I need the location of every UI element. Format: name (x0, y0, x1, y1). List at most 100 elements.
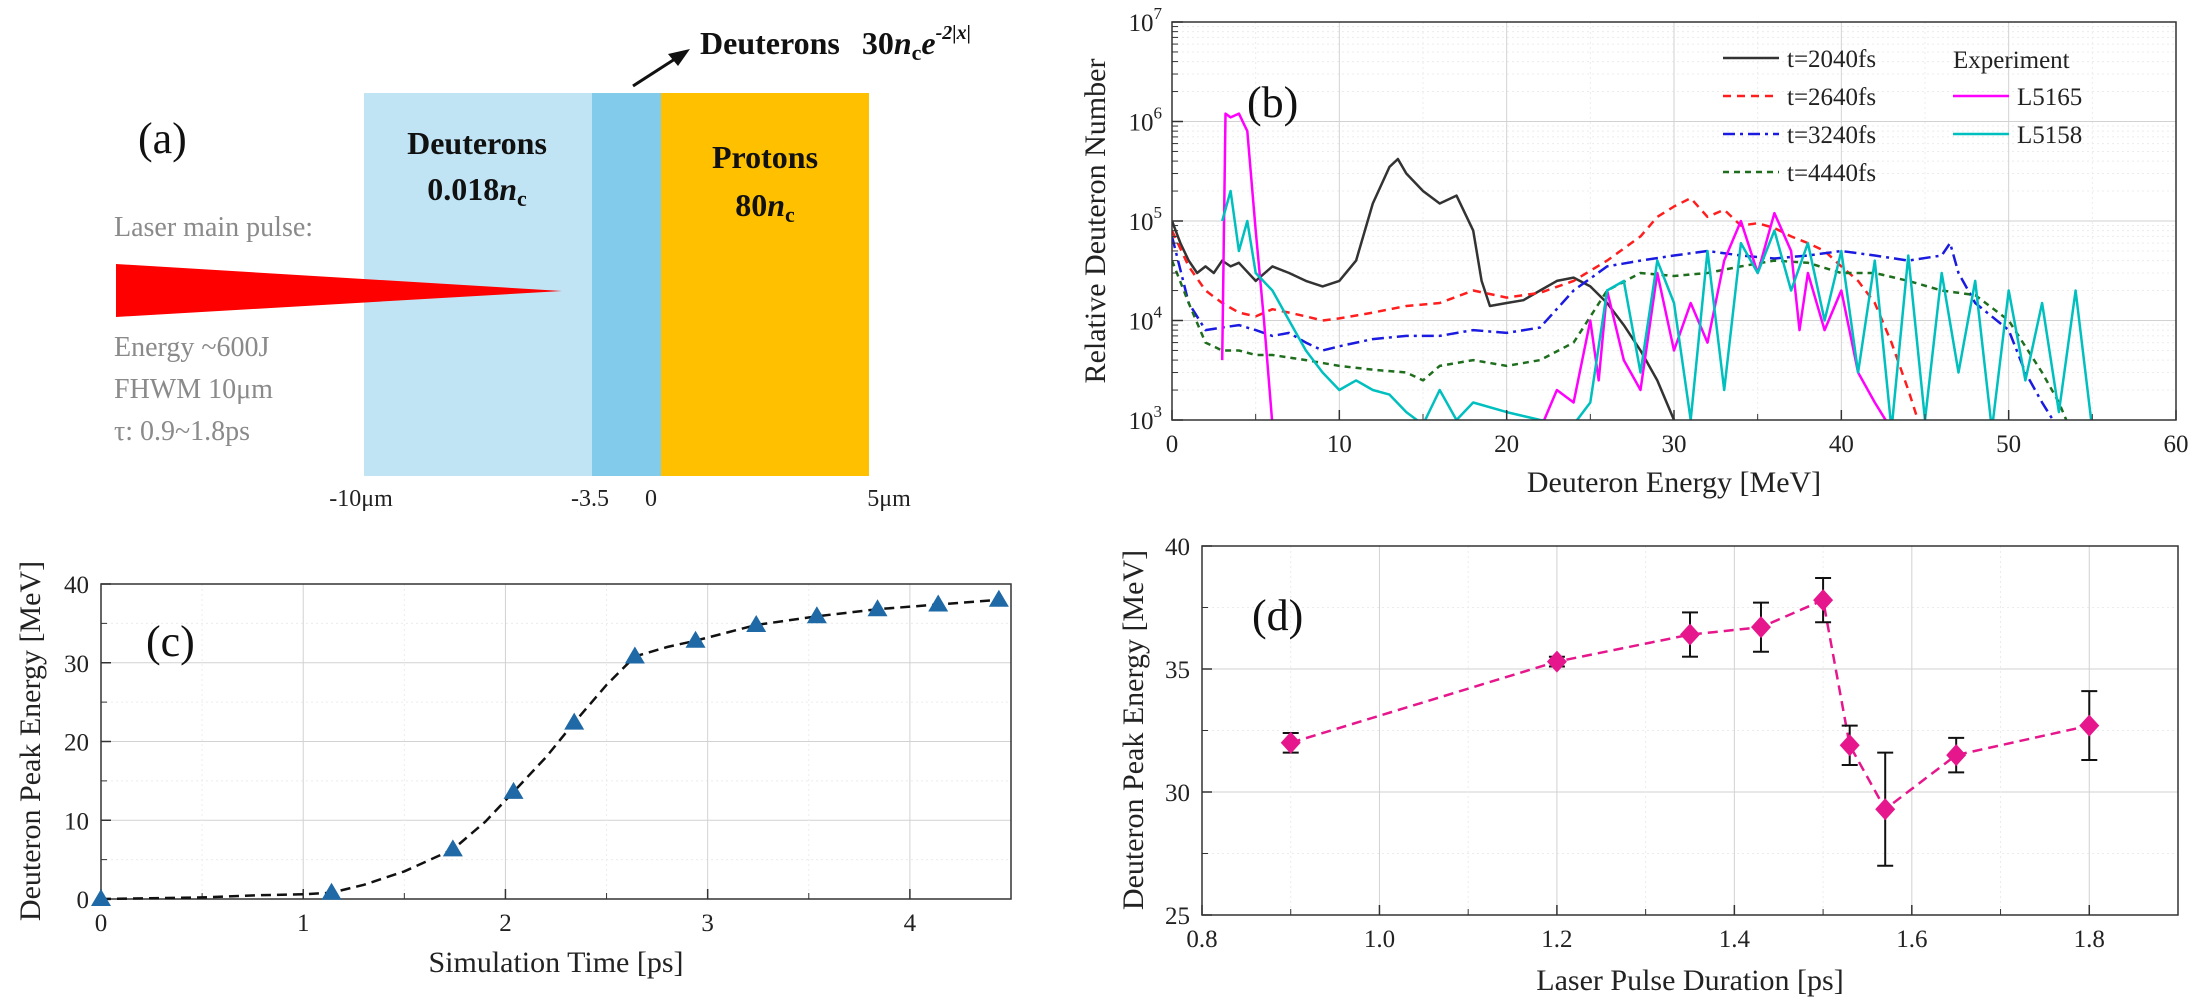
deuteron-region-density: 0.018nc (427, 171, 527, 211)
panel-d-ylabel: Deuteron Peak Energy [MeV] (1117, 550, 1150, 910)
panel-a-label: (a) (138, 114, 187, 163)
panel-b-y-tick-label: 106 (1129, 104, 1163, 137)
panel-c-y-tick-label: 30 (64, 651, 89, 678)
panel-c-data-point (867, 599, 888, 617)
panel-c-data-point (442, 839, 463, 857)
panel-c-x-tick-label: 4 (904, 910, 917, 937)
deuteron-density-formula: Deuterons 30nce-2|x| (700, 22, 971, 65)
panel-a-schematic: (a) Deuterons 30nce-2|x| Deuterons 0.018n… (114, 22, 971, 512)
panel-c-grid (100, 583, 1012, 900)
panel-d-label: (d) (1252, 591, 1303, 640)
panel-d-data-point (1875, 798, 1896, 821)
panel-c-label: (c) (146, 617, 195, 666)
proton-region-density: 80nc (735, 187, 795, 227)
panel-b-ticks: 103 104 105 106 107 0 10 20 30 40 50 60 (1129, 4, 2189, 458)
series-l5165 (1220, 112, 1888, 420)
laser-title: Laser main pulse: (114, 212, 313, 243)
panel-c-xlabel: Simulation Time [ps] (428, 946, 683, 979)
panel-c-data-point (988, 589, 1009, 607)
legend-label-t-2640fs: t=2640fs (1787, 84, 1876, 111)
series-t-4440fs (1172, 259, 2068, 420)
series-t-2640fs (1172, 196, 1920, 420)
panel-c-ylabel: Deuteron Peak Energy [MeV] (14, 561, 47, 921)
panel-b-x-tick-label: 30 (1662, 431, 1687, 458)
position-label-5: 5μm (867, 486, 911, 512)
panel-d-data-point (1750, 616, 1771, 639)
panel-c-fit-line (100, 598, 999, 901)
panel-b-label: (b) (1247, 78, 1298, 127)
position-label-zero: 0 (645, 486, 657, 512)
panel-b-y-tick-label: 104 (1129, 303, 1163, 336)
panel-d-ticks: 25 30 35 40 0.8 1.0 1.2 1.4 1.6 1.8 (1165, 534, 2105, 953)
panel-c-x-tick-label: 0 (95, 910, 108, 937)
panel-d-y-tick-label: 35 (1165, 657, 1190, 684)
panel-c-y-tick-label: 0 (77, 887, 90, 914)
panel-c-data-point (564, 712, 585, 730)
panel-b-grid (1171, 21, 2177, 421)
panel-b-x-tick-label: 20 (1494, 431, 1519, 458)
panel-d-x-tick-label: 1.8 (2074, 926, 2105, 953)
position-label-minus3p5: -3.5 (571, 486, 609, 512)
panel-c-ticks: 0 10 20 30 40 0 1 2 3 4 (64, 572, 1012, 937)
panel-c-data-point (685, 630, 706, 648)
proton-region (661, 93, 869, 476)
panel-b-series-group (1172, 112, 2093, 420)
legend-label-t-2040fs: t=2040fs (1787, 46, 1876, 73)
series-t-3240fs (1172, 236, 2055, 420)
panel-c-data-point (503, 781, 524, 799)
panel-c-data-point (746, 614, 767, 632)
panel-b-y-tick-label: 105 (1129, 203, 1163, 236)
legend-label-t-4440fs: t=4440fs (1787, 160, 1876, 187)
panel-d-data-point (1813, 589, 1834, 612)
panel-b-ylabel: Relative Deuteron Number (1079, 59, 1112, 384)
panel-c-y-tick-label: 10 (64, 808, 89, 835)
panel-c-x-tick-label: 3 (701, 910, 714, 937)
panel-d-series-group (1280, 576, 2100, 867)
panel-d-y-tick-label: 40 (1165, 534, 1190, 561)
panel-c-chart: 0 10 20 30 40 0 1 2 3 4 Simulation Time [ps] Deut… (14, 561, 1012, 979)
series-t-2040fs (1172, 157, 1676, 420)
panel-d-chart: 25 30 35 40 0.8 1.0 1.2 1.4 1.6 1.8 Laser Pulse D… (1117, 534, 2179, 997)
panel-c-data-point (624, 646, 645, 664)
panel-b-x-tick-label: 0 (1166, 431, 1179, 458)
formula-arrow-head (668, 49, 690, 66)
laser-spec-duration: τ: 0.9~1.8ps (114, 416, 250, 447)
panel-b-x-tick-label: 50 (1996, 431, 2021, 458)
panel-b-y-tick-label: 103 (1129, 402, 1163, 435)
panel-d-data-point (1280, 731, 1301, 754)
deuteron-region-title: Deuterons (407, 125, 547, 161)
panel-c-data-point (91, 889, 111, 906)
panel-d-y-tick-label: 30 (1165, 780, 1190, 807)
panel-b-legend: Experiment t=2040fs t=2640fs t=3240fs t=444… (1723, 46, 2082, 187)
panel-d-data-point (1680, 623, 1700, 646)
panel-d-x-tick-label: 1.2 (1541, 926, 1572, 953)
panel-d-x-tick-label: 1.0 (1364, 926, 1395, 953)
panel-c-data-point (806, 606, 827, 624)
panel-b-x-tick-label: 60 (2164, 431, 2189, 458)
panel-c-x-tick-label: 1 (297, 910, 310, 937)
panel-b-chart: 103 104 105 106 107 0 10 20 30 40 50 60 Deuteron En… (1079, 4, 2189, 499)
panel-c-series-group (91, 589, 1009, 906)
panel-c-y-tick-label: 20 (64, 730, 89, 757)
panel-c-y-tick-label: 40 (64, 572, 89, 599)
legend-label-l5158: L5158 (2017, 122, 2082, 149)
legend-label-l5165: L5165 (2017, 84, 2082, 111)
proton-region-title: Protons (712, 139, 818, 175)
panel-d-data-point (2079, 714, 2100, 737)
deuteron-dense-region (592, 93, 661, 476)
panel-c-data-point (928, 594, 949, 612)
panel-d-x-tick-label: 1.4 (1719, 926, 1751, 953)
position-label-minus10: -10μm (329, 486, 393, 512)
panel-d-data-point (1546, 650, 1567, 673)
formula-arrow (632, 55, 679, 88)
panel-b-x-tick-label: 40 (1829, 431, 1854, 458)
panel-d-x-tick-label: 0.8 (1186, 926, 1217, 953)
panel-c-x-tick-label: 2 (499, 910, 512, 937)
panel-d-x-tick-label: 1.6 (1896, 926, 1927, 953)
panel-d-xlabel: Laser Pulse Duration [ps] (1536, 964, 1843, 997)
series-l5158 (1220, 189, 2093, 420)
panel-d-data-point (1946, 744, 1967, 767)
panel-b-xlabel: Deuteron Energy [MeV] (1527, 466, 1821, 499)
panel-d-data-point (1839, 734, 1860, 757)
